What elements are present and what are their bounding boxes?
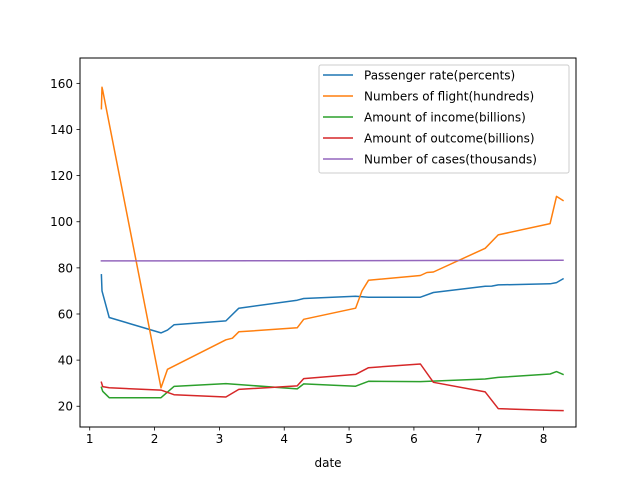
legend-label-2: Numbers of flight(hundreds) <box>364 90 534 104</box>
y-tick-label: 40 <box>58 354 73 368</box>
x-tick-label: 2 <box>151 432 159 446</box>
axes-layer: 1 2 3 4 5 6 7 8 20 40 60 80 100 120 140 160 <box>50 77 547 446</box>
y-tick-label: 60 <box>58 307 73 321</box>
x-tick-label: 4 <box>280 432 288 446</box>
x-tick-label: 1 <box>86 432 94 446</box>
x-tick-label: 6 <box>410 432 418 446</box>
y-tick-label: 120 <box>50 169 73 183</box>
plot-frame <box>79 57 577 428</box>
series-line-2 <box>100 86 565 389</box>
y-tick-label: 140 <box>50 123 73 137</box>
legend-label-4: Amount of outcome(billions) <box>364 132 535 146</box>
y-tick-label: 160 <box>50 77 73 91</box>
x-axis-label: date <box>314 456 341 470</box>
x-tick-label: 3 <box>216 432 224 446</box>
series-line-3 <box>100 370 564 399</box>
y-tick-label: 80 <box>58 261 73 275</box>
series-line-5 <box>100 259 564 262</box>
legend-frame <box>318 64 570 174</box>
x-tick-label: 7 <box>475 432 483 446</box>
series-line-1 <box>100 274 565 334</box>
series-layer <box>100 86 565 412</box>
legend-label-5: Number of cases(thousands) <box>364 153 537 167</box>
legend-label-3: Amount of income(billions) <box>364 111 526 125</box>
x-tick-label: 5 <box>345 432 353 446</box>
y-tick-label: 20 <box>58 400 73 414</box>
legend: Passenger rate(percents) Numbers of fligh… <box>318 64 570 174</box>
legend-label-1: Passenger rate(percents) <box>364 69 515 83</box>
series-line-4 <box>100 363 564 412</box>
y-tick-label: 100 <box>50 215 73 229</box>
x-tick-label: 8 <box>540 432 548 446</box>
